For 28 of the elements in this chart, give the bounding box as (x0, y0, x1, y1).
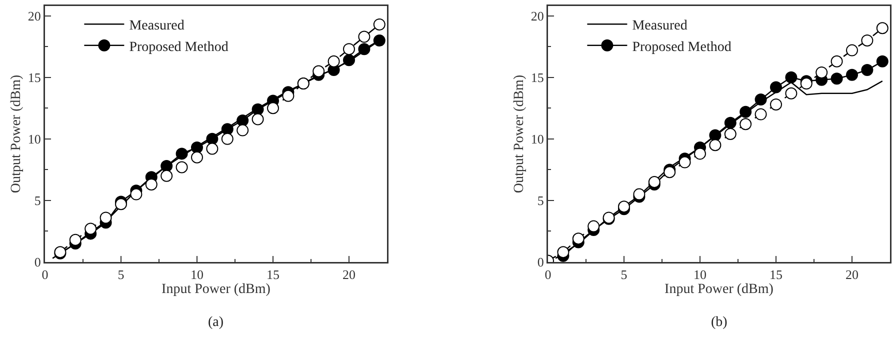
y-tick-label: 0 (537, 254, 544, 270)
x-tick-label: 10 (190, 267, 204, 282)
x-axis-title: Input Power (dBm) (664, 282, 774, 298)
y-tick-label: 5 (34, 193, 41, 208)
legend-label: Proposed Method (129, 40, 228, 55)
y-tick-label: 15 (530, 70, 544, 85)
legend-label: Measured (632, 18, 688, 34)
x-tick-label: 10 (694, 267, 706, 282)
text: (a) (208, 315, 224, 330)
y-axis-title: Output Power (dBm) (8, 74, 24, 194)
y-tick-label: 10 (530, 131, 544, 146)
y-tick-label: 20 (28, 8, 41, 24)
y-tick-label: 0 (34, 254, 41, 270)
y-axis-title: Output Power (dBm) (512, 74, 527, 194)
y-tick-label: 20 (530, 8, 544, 24)
x-axis-title: Input Power (dBm) (162, 282, 271, 298)
legend-label: Measured (129, 18, 184, 34)
text: (b) (711, 315, 728, 330)
y-tick-label: 5 (537, 193, 544, 208)
y-tick-label: 15 (28, 70, 41, 85)
x-tick-label: 5 (620, 267, 628, 282)
x-tick-label: 15 (266, 267, 280, 282)
x-tick-label: 15 (770, 267, 782, 282)
x-tick-label: 20 (342, 267, 356, 282)
x-tick-label: 20 (846, 267, 858, 282)
legend-label: Proposed Method (632, 40, 732, 55)
x-tick-label: 5 (118, 267, 124, 282)
y-tick-label: 10 (28, 131, 41, 146)
